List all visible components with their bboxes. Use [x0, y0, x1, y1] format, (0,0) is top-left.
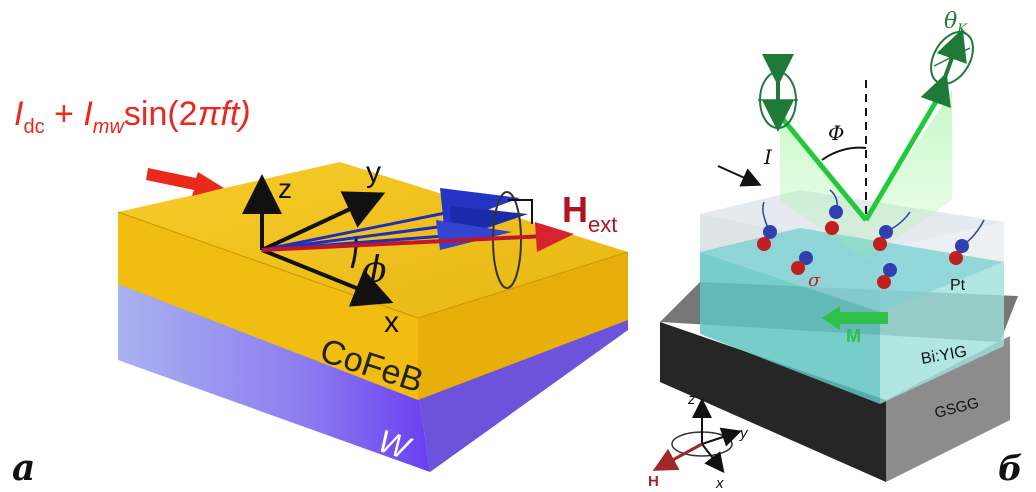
theta-main: θ: [944, 9, 957, 34]
formula-sub1: dc: [23, 116, 44, 138]
cofeb-side-face: [418, 252, 628, 400]
axis-y-label: y: [366, 156, 381, 189]
axis-x-label: x: [384, 306, 399, 339]
current-arrow: [146, 168, 224, 196]
axes-b: [652, 398, 742, 474]
phi-arc: [350, 235, 358, 269]
m-arrow: [822, 306, 888, 330]
formula-sub2: mw: [93, 116, 126, 138]
hext-main: H: [562, 189, 588, 230]
spin-precession: [261, 188, 533, 289]
axis-z-label-b: z: [687, 391, 696, 408]
svg-text:Idc + Imwsin(2πft): Idc + Imwsin(2πft): [14, 95, 251, 138]
pt-label: Pt: [950, 277, 966, 294]
spin-accumulation: [757, 189, 985, 289]
hext-arrow: [261, 234, 546, 252]
axis-z-label: z: [278, 173, 292, 204]
theta-sub: K: [956, 22, 968, 37]
phi-label: ϕ: [362, 250, 387, 291]
axis-x-label-b: x: [715, 475, 724, 492]
current-arrow-b: [717, 165, 762, 187]
Phi-arc: [821, 146, 867, 161]
incident-polarization: [758, 54, 798, 132]
panel-b: θK Φ I σ Pt M Bi:YIG GSGG z y x H б: [648, 9, 1023, 492]
x-axis: [261, 248, 394, 307]
formula-I2: I: [83, 95, 93, 133]
h-label-b: H: [648, 473, 659, 490]
formula-plus: +: [45, 95, 84, 133]
y-axis: [261, 191, 386, 252]
biyig-side: [880, 262, 1004, 404]
reflected-beam: [863, 86, 947, 222]
gsgg-front: [660, 322, 886, 482]
theta-label: θK: [944, 9, 968, 37]
interface-plane: [700, 228, 1004, 312]
hext-label: Hext: [562, 189, 617, 237]
incident-beam: [780, 116, 868, 222]
formula-I1: I: [14, 95, 24, 133]
biyig-front: [700, 252, 880, 404]
sigma-label: σ: [808, 270, 821, 291]
formula-pi: π: [198, 95, 222, 133]
cofeb-front-face: [118, 212, 418, 400]
current-label-b: I: [763, 145, 773, 169]
hext-sub: ext: [588, 212, 617, 237]
panel-b-label: б: [998, 449, 1023, 489]
formula-ft: ft): [220, 95, 250, 133]
panel-a: Idc + Imwsin(2πft) z y x ϕ Hext CoFeB W …: [12, 95, 629, 489]
axis-y-label-b: y: [739, 425, 749, 442]
gsgg-side: [886, 336, 1010, 482]
m-label: M: [846, 326, 861, 346]
hext-arrowhead: [535, 222, 574, 252]
formula-func: sin(2: [124, 95, 198, 133]
reflected-polarization: [920, 28, 974, 109]
beam-plane: [780, 90, 952, 260]
w-layer: [118, 282, 430, 472]
panel-a-label: a: [12, 447, 35, 489]
Phi-label: Φ: [828, 121, 844, 145]
